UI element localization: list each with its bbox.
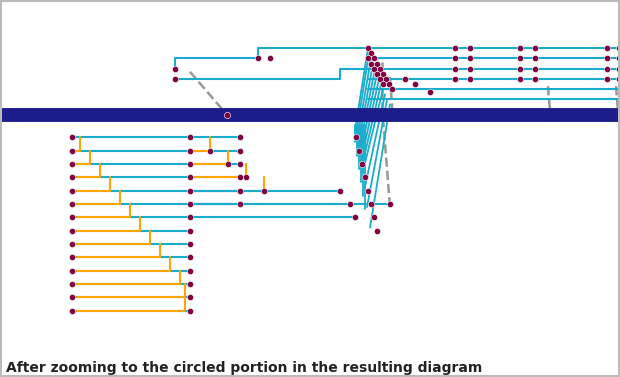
Text: After zooming to the circled portion in the resulting diagram: After zooming to the circled portion in … — [6, 361, 482, 375]
